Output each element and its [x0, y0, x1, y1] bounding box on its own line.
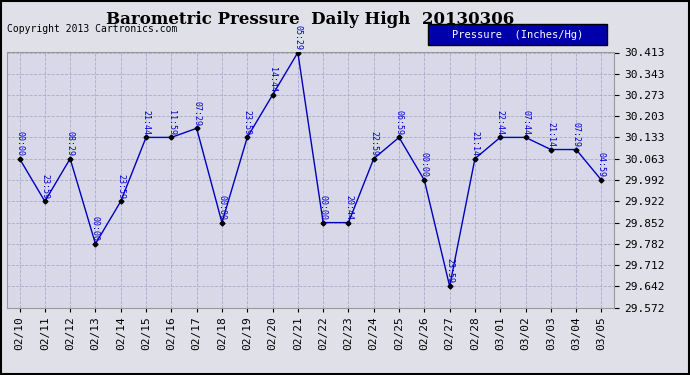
Text: 07:29: 07:29: [571, 122, 581, 147]
Text: Copyright 2013 Cartronics.com: Copyright 2013 Cartronics.com: [7, 24, 177, 34]
Text: 23:59: 23:59: [243, 110, 252, 135]
Text: 05:29: 05:29: [293, 25, 302, 50]
Text: 20:44: 20:44: [344, 195, 353, 220]
Text: 00:00: 00:00: [217, 195, 226, 220]
Text: 23:59: 23:59: [40, 174, 50, 199]
Text: 11:59: 11:59: [167, 110, 176, 135]
Text: 21:14: 21:14: [546, 122, 555, 147]
Text: 06:59: 06:59: [395, 110, 404, 135]
Text: 07:44: 07:44: [521, 110, 530, 135]
Text: Pressure  (Inches/Hg): Pressure (Inches/Hg): [452, 30, 583, 40]
Text: 07:29: 07:29: [192, 100, 201, 126]
Text: 22:44: 22:44: [495, 110, 505, 135]
Text: 22:59: 22:59: [369, 131, 378, 156]
Text: 00:00: 00:00: [420, 152, 429, 177]
Text: Barometric Pressure  Daily High  20130306: Barometric Pressure Daily High 20130306: [106, 11, 515, 28]
Text: 00:00: 00:00: [319, 195, 328, 220]
Text: 21:44: 21:44: [141, 110, 150, 135]
Text: 04:59: 04:59: [597, 152, 606, 177]
Text: 00:00: 00:00: [15, 131, 24, 156]
Text: 23:59: 23:59: [116, 174, 126, 199]
Text: 00:00: 00:00: [91, 216, 100, 241]
Text: 14:44: 14:44: [268, 67, 277, 92]
Text: 23:59: 23:59: [445, 258, 454, 284]
Text: 08:29: 08:29: [66, 131, 75, 156]
Text: 21:14: 21:14: [471, 131, 480, 156]
